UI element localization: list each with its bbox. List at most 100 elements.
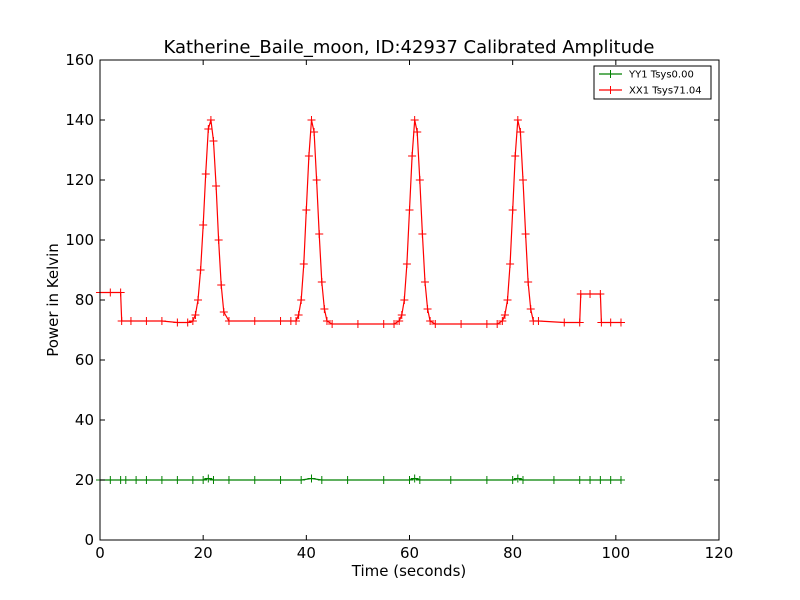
data-point — [508, 476, 517, 484]
data-point — [457, 320, 466, 328]
data-point — [405, 476, 414, 484]
data-point — [317, 476, 326, 484]
data-point — [304, 152, 313, 160]
data-point — [183, 318, 192, 327]
data-point — [506, 260, 515, 268]
data-point — [206, 116, 215, 124]
data-point — [188, 476, 197, 484]
data-point — [297, 476, 306, 484]
data-point — [191, 311, 200, 319]
data-point — [482, 476, 491, 484]
y-tick-label: 140 — [65, 111, 94, 129]
data-point — [276, 317, 285, 325]
data-point — [575, 318, 584, 327]
data-point — [116, 288, 125, 297]
x-tick-label: 100 — [602, 544, 631, 562]
y-tick-label: 20 — [75, 471, 94, 489]
y-tick-label: 120 — [65, 171, 94, 189]
series-line-0 — [100, 477, 621, 481]
data-point — [219, 308, 228, 316]
chart-title: Katherine_Baile_moon, ID:42937 Calibrate… — [163, 37, 654, 58]
data-point — [576, 290, 585, 298]
data-point — [426, 317, 435, 325]
data-point — [217, 281, 226, 289]
data-point — [188, 317, 197, 325]
data-point — [423, 305, 432, 313]
data-point — [513, 474, 522, 483]
data-point — [299, 260, 308, 268]
x-tick-label: 0 — [95, 544, 105, 562]
data-point — [194, 296, 203, 304]
legend: YY1 Tsys0.00 XX1 Tsys71.04 — [593, 65, 712, 100]
plot-area — [96, 116, 625, 484]
data-point — [446, 476, 455, 484]
data-point — [209, 137, 218, 145]
data-point — [508, 206, 517, 214]
y-tick-label: 40 — [75, 411, 94, 429]
data-point — [173, 476, 182, 484]
data-point — [196, 266, 205, 274]
data-point — [482, 320, 491, 328]
data-point — [292, 317, 301, 325]
legend-marker — [606, 70, 615, 78]
data-point — [310, 128, 319, 136]
data-point — [518, 476, 527, 484]
data-point — [518, 176, 527, 184]
data-point — [322, 317, 331, 325]
x-tick-label: 40 — [297, 544, 316, 562]
data-point — [121, 476, 130, 484]
data-point — [199, 476, 208, 484]
data-point — [294, 311, 303, 319]
data-point — [597, 318, 606, 327]
data-point — [157, 317, 166, 325]
data-point — [317, 278, 326, 286]
x-axis-label: Time (seconds) — [351, 562, 467, 580]
data-point — [173, 318, 182, 327]
data-point — [343, 476, 352, 484]
data-point — [431, 320, 440, 328]
data-point — [524, 278, 533, 286]
data-point — [549, 476, 558, 484]
axes: 0 20 40 60 80 100 120 0 20 40 60 80 100 120 140 160 — [65, 51, 733, 562]
data-point — [410, 116, 419, 124]
data-point — [498, 317, 507, 325]
data-point — [142, 476, 151, 484]
data-point — [201, 170, 210, 178]
x-tick-label: 60 — [400, 544, 419, 562]
legend-marker — [606, 86, 615, 94]
data-point — [521, 230, 530, 238]
x-tick-label: 20 — [194, 544, 213, 562]
x-tick-label: 80 — [503, 544, 522, 562]
data-point — [307, 474, 316, 483]
y-tick-label: 80 — [75, 291, 94, 309]
data-point — [224, 317, 233, 325]
data-point — [415, 476, 424, 484]
y-axis-label: Power in Kelvin — [44, 243, 62, 357]
data-point — [379, 476, 388, 484]
data-point — [405, 206, 414, 214]
data-point — [204, 125, 213, 133]
data-point — [400, 296, 409, 304]
series-line-1 — [100, 119, 621, 325]
data-point — [511, 152, 520, 160]
legend-label: XX1 Tsys71.04 — [629, 86, 702, 97]
data-point — [526, 305, 535, 313]
data-point — [596, 290, 605, 298]
data-point — [418, 230, 427, 238]
legend-box — [593, 65, 712, 100]
legend-label: YY1 Tsys0.00 — [628, 70, 694, 81]
data-point — [209, 476, 218, 484]
y-tick-label: 100 — [65, 231, 94, 249]
data-point — [395, 317, 404, 325]
data-point — [276, 476, 285, 484]
data-point — [214, 236, 223, 244]
x-tick-label: 120 — [705, 544, 734, 562]
data-point — [503, 296, 512, 304]
data-point — [616, 476, 625, 484]
data-point — [408, 152, 417, 160]
data-point — [413, 128, 422, 136]
data-point — [312, 176, 321, 184]
data-point — [199, 221, 208, 229]
